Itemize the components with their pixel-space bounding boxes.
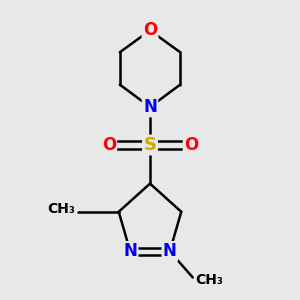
Text: N: N xyxy=(163,242,177,260)
Text: CH₃: CH₃ xyxy=(195,273,223,287)
Text: N: N xyxy=(123,242,137,260)
Text: O: O xyxy=(102,136,116,154)
Text: O: O xyxy=(184,136,198,154)
Text: O: O xyxy=(143,21,157,39)
Text: S: S xyxy=(143,136,157,154)
Text: CH₃: CH₃ xyxy=(48,202,76,216)
Text: N: N xyxy=(143,98,157,116)
